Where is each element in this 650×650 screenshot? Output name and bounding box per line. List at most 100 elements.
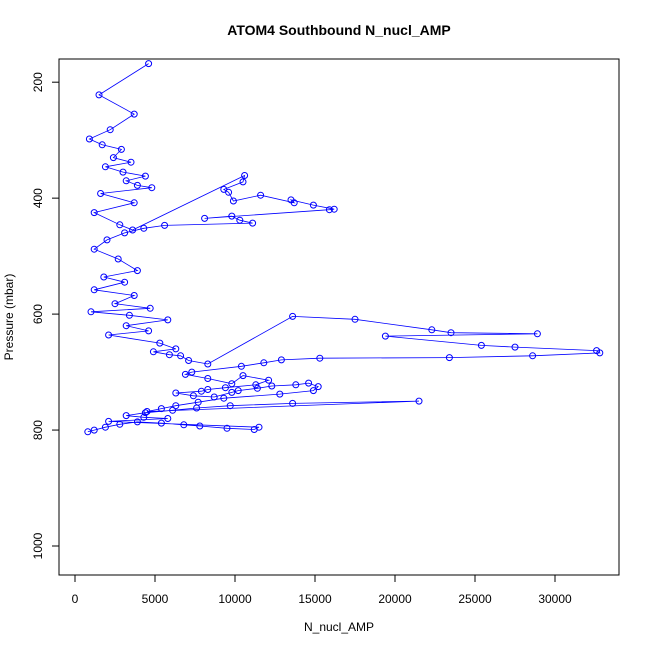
data-point (103, 236, 111, 244)
data-point (90, 209, 98, 217)
data-point (415, 397, 423, 405)
data-point (141, 172, 149, 180)
data-point (292, 381, 300, 389)
data-point (117, 145, 125, 153)
data-point (122, 412, 130, 420)
data-point (252, 381, 260, 389)
data-point (165, 351, 173, 359)
data-point (309, 201, 317, 209)
data-point (122, 177, 130, 185)
data-point (140, 224, 148, 232)
y-tick-label: 1000 (31, 532, 45, 559)
chart-title: ATOM4 Southbound N_nucl_AMP (227, 22, 450, 38)
data-point (221, 384, 229, 392)
data-point (87, 308, 95, 316)
data-point (119, 168, 127, 176)
x-tick-label: 15000 (298, 592, 332, 606)
data-point (146, 304, 154, 312)
data-point (116, 420, 124, 428)
data-point (148, 184, 156, 192)
x-tick-label: 30000 (538, 592, 572, 606)
data-point (106, 126, 114, 134)
data-point (204, 375, 212, 382)
x-tick-label: 20000 (378, 592, 412, 606)
data-point (314, 383, 322, 391)
data-point (127, 158, 135, 166)
data-point (172, 345, 180, 353)
data-point (330, 205, 338, 213)
data-point (351, 315, 359, 323)
data-point (234, 387, 242, 395)
data-point (276, 390, 284, 398)
data-point (197, 387, 205, 395)
data-point (268, 382, 276, 390)
data-point (316, 354, 324, 362)
data-point (325, 206, 333, 214)
data-point (85, 135, 93, 143)
data-point (130, 110, 138, 118)
data-point (239, 178, 247, 186)
data-point (121, 278, 129, 286)
x-tick-label: 5000 (142, 592, 169, 606)
data-point (223, 424, 231, 432)
data-point (133, 267, 141, 275)
data-point (90, 426, 98, 434)
data-point (157, 419, 165, 427)
x-axis: 0 5000 10000 15000 20000 25000 30000 (72, 574, 572, 606)
data-point (241, 172, 249, 179)
data-point (225, 188, 233, 196)
data-point (188, 368, 196, 376)
data-point (130, 199, 138, 207)
x-tick-label: 10000 (218, 592, 252, 606)
data-point (249, 219, 257, 227)
data-point (228, 380, 236, 388)
data-point (101, 163, 109, 171)
data-point (98, 141, 106, 149)
data-point (289, 312, 297, 320)
data-point (253, 384, 261, 392)
data-point (228, 388, 236, 396)
data-point (143, 408, 151, 415)
x-axis-label: N_nucl_AMP (304, 620, 374, 634)
data-point (172, 389, 180, 397)
data-point (533, 330, 541, 338)
data-point (180, 421, 188, 429)
data-point (181, 370, 189, 378)
y-tick-label: 800 (31, 420, 45, 440)
data-point (287, 196, 295, 204)
data-point (172, 402, 180, 410)
data-point (309, 387, 317, 395)
data-point (100, 273, 108, 281)
data-point (189, 392, 197, 400)
x-tick-label: 0 (72, 592, 79, 606)
data-point (97, 190, 105, 197)
data-point (133, 418, 141, 426)
data-point (265, 376, 273, 384)
data-point (236, 216, 244, 224)
data-point (204, 386, 212, 393)
data-point (210, 393, 218, 401)
data-point (305, 379, 313, 387)
x-tick-label: 25000 (458, 592, 492, 606)
data-point (447, 329, 455, 337)
data-point (196, 422, 204, 430)
data-point (228, 212, 236, 220)
data-point (596, 349, 604, 357)
data-point (145, 327, 153, 335)
data-point (257, 191, 265, 199)
data-point (511, 343, 519, 351)
y-tick-label: 400 (31, 188, 45, 208)
data-point (111, 300, 119, 308)
data-point (201, 214, 209, 222)
data-point (250, 426, 258, 433)
data-point (84, 428, 92, 436)
data-point (381, 332, 389, 340)
data-point (109, 154, 117, 162)
data-point (220, 394, 228, 402)
data-point (149, 348, 157, 356)
data-point (95, 91, 103, 99)
data-point (145, 60, 153, 68)
data-point (101, 423, 109, 431)
data-point (140, 413, 148, 421)
